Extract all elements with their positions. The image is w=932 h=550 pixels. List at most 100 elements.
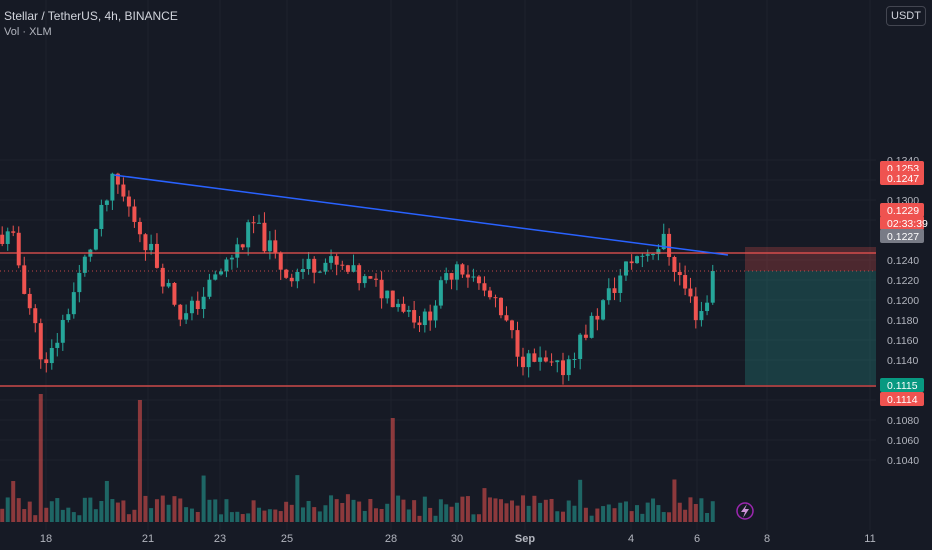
volume-bar [532,495,537,522]
price-badge [880,378,924,392]
volume-bar [246,513,251,522]
volume-bar [521,495,526,522]
price-axis-label: 0.1060 [887,435,919,447]
candle-body [149,243,154,251]
candle-body [267,240,272,252]
candle-body [251,222,256,224]
volume-bar [0,508,5,522]
volume-bar [645,502,650,522]
currency-unit-button[interactable]: USDT [886,6,926,26]
volume-bar [526,505,531,522]
candle-body [422,311,427,326]
time-axis-label: 23 [214,533,226,545]
price-badge [880,203,924,217]
volume-bar [273,509,278,522]
volume-bar [312,507,317,522]
candle-body [612,288,617,293]
candle-body [93,228,98,250]
candle-body [362,276,367,284]
candle-body [357,265,362,284]
price-axis[interactable] [876,0,932,530]
time-axis-label: 18 [40,533,52,545]
price-badge-label: 02:33:39 [887,218,928,230]
candle-body [224,259,229,272]
candle-body [184,313,189,320]
volume-bar [121,500,126,522]
volume-bar [379,508,384,522]
candle-body [262,222,267,252]
candle-body [27,293,32,309]
candle-body [482,283,487,291]
candle-body [555,360,560,363]
position-stop-zone[interactable] [745,247,876,271]
candle-body [143,234,148,251]
price-badge-label: 0.1227 [887,231,919,243]
time-axis[interactable] [0,530,932,550]
candle-body [379,279,384,299]
time-axis-label: 6 [694,533,700,545]
lightning-bolt-icon[interactable] [736,502,754,520]
volume-bar [549,498,554,522]
volume-bar [99,501,104,522]
candle-body [589,315,594,338]
volume-bar [444,504,449,522]
candle-body [334,256,339,265]
price-badge-label: 0.1114 [887,394,918,406]
volume-bar [566,500,571,522]
volume-bar [428,507,433,522]
volume-bar [357,501,362,522]
volume-bar [166,504,171,522]
volume-bar [438,499,443,522]
volume-bar [651,498,656,522]
candle-body [207,279,212,297]
position-target-zone[interactable] [745,271,876,385]
candle-body [295,271,300,282]
time-axis-label: Sep [515,533,535,545]
candle-body [683,275,688,289]
volume-bar [677,502,682,522]
volume-bar [201,475,206,522]
candle-body [515,330,520,357]
candle-body [566,359,571,376]
candle-body [572,358,577,360]
volume-bar [449,506,454,522]
candle-body [417,322,422,326]
volume-bar [44,507,49,522]
candle-body [49,347,54,364]
volume-bar [606,504,611,522]
candle-body [273,240,278,253]
volume-bar [509,500,514,522]
volume-bar [538,502,543,522]
volume-bar [493,498,498,522]
candle-body [476,276,481,284]
volume-bar [498,499,503,522]
candle-body [396,303,401,308]
candle-body [710,271,715,303]
volume-bar [693,504,698,522]
volume-bar [154,499,159,522]
candle-body [532,353,537,362]
candle-body [509,320,514,331]
candle-body [115,173,120,185]
volume-bar [433,515,438,522]
candle-body [189,300,194,314]
candle-body [449,273,454,280]
time-axis-label: 4 [628,533,634,545]
candle-body [219,271,224,275]
candle-body [493,297,498,299]
candle-body [498,297,503,316]
volume-bar [368,498,373,522]
candle-body [428,311,433,321]
price-axis-label: 0.1200 [887,295,919,307]
volume-bar [33,515,38,522]
volume-bar [257,507,262,522]
volume-bar [515,505,520,522]
volume-bar [295,475,300,522]
symbol-title: Stellar / TetherUS, 4h, BINANCE [4,9,178,23]
trendline[interactable] [113,174,729,256]
volume-bar [27,501,32,522]
candle-body [661,233,666,250]
volume-bar [172,496,177,522]
